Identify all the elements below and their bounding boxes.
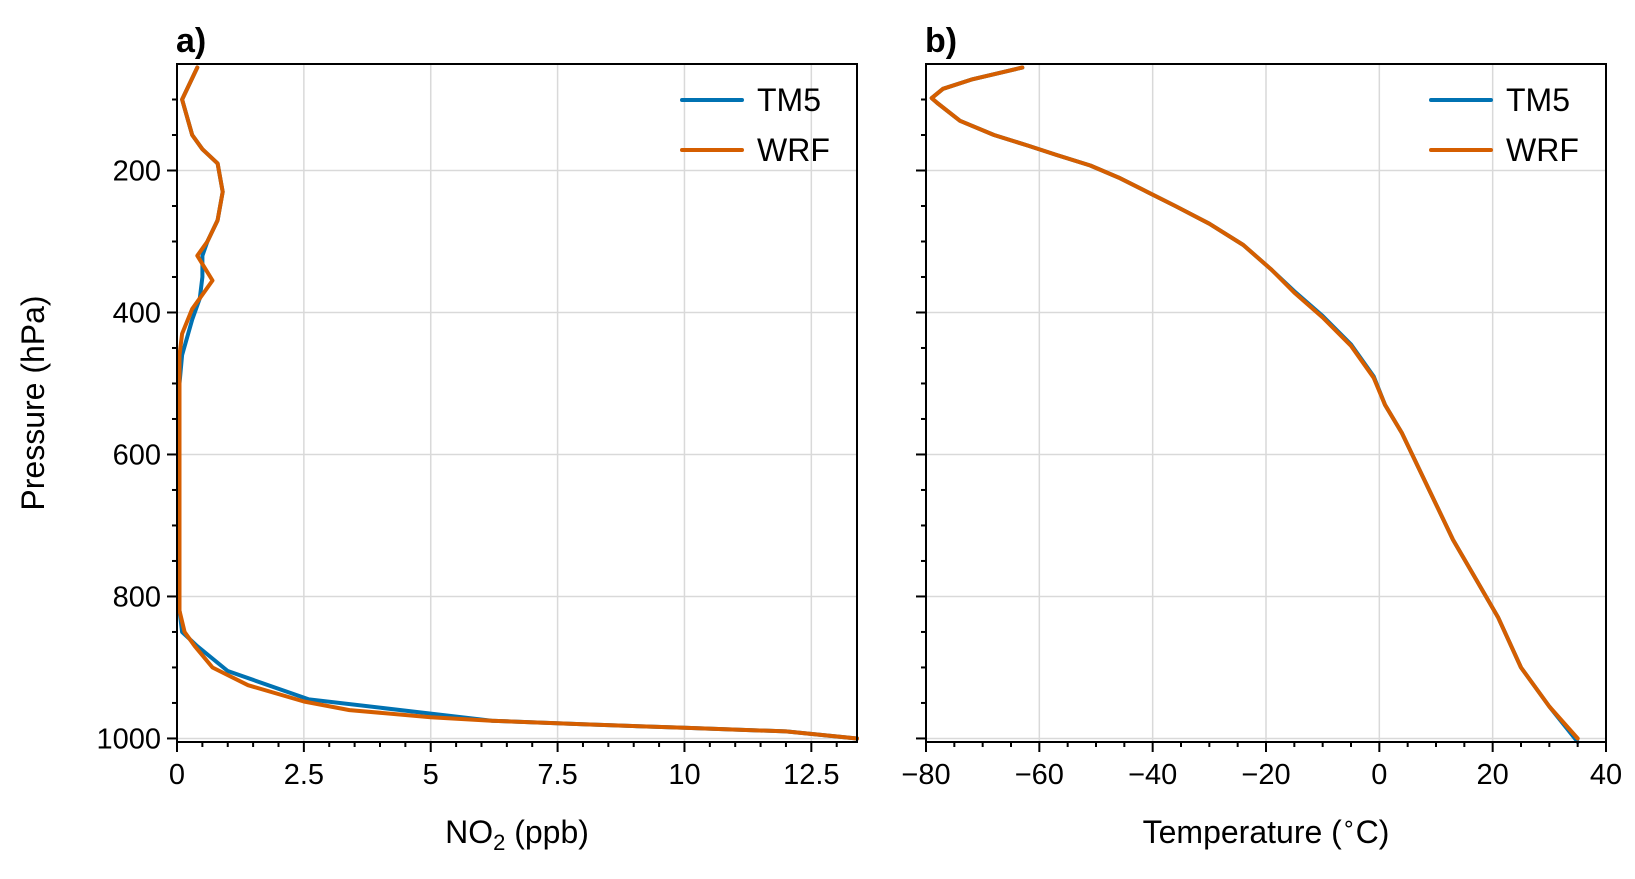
y-tick-label: 200 [113, 155, 161, 187]
panel-a-frame [176, 63, 858, 743]
x-tick-label: 10 [668, 759, 700, 791]
series-line-wrf [929, 65, 1580, 741]
series-line-tm5 [177, 65, 859, 741]
panel-b-tick-labels: −80 −60 −40 −20 0 20 40 [901, 759, 1622, 791]
legend-label-wrf: WRF [757, 132, 830, 168]
panel-b-series [929, 65, 1580, 744]
x-tick-label: −20 [1241, 759, 1290, 791]
x-tick-label: −40 [1128, 759, 1177, 791]
panel-a-ticks [167, 98, 838, 752]
x-tick-label: 0 [1371, 759, 1387, 791]
panel-a-tick-labels: 0 2.5 5 7.5 10 12.5 200 400 600 800 1000 [96, 155, 839, 791]
x-tick-label: 12.5 [783, 759, 839, 791]
y-tick-label: 400 [113, 297, 161, 329]
x-tick-label: 2.5 [284, 759, 324, 791]
panel-b-ticks [916, 98, 1607, 752]
panel-b-legend: TM5 WRF [1429, 82, 1579, 168]
y-tick-label: 800 [113, 581, 161, 613]
panel-b: b) −80 −60 −40 −20 0 20 40 Temperature (∘C) TM… [901, 22, 1622, 850]
panel-b-x-axis-label: Temperature (∘C) [1143, 811, 1390, 850]
x-tick-label: −60 [1015, 759, 1064, 791]
panel-a-grid [177, 64, 857, 742]
panel-a-x-axis-label: NO2 (ppb) [445, 814, 589, 855]
x-tick-label: 5 [423, 759, 439, 791]
y-tick-label: 600 [113, 439, 161, 471]
x-tick-label: 0 [169, 759, 185, 791]
y-tick-label: 1000 [96, 723, 161, 755]
x-tick-label: −80 [901, 759, 950, 791]
series-line-wrf [177, 65, 859, 741]
x-tick-label: 20 [1477, 759, 1509, 791]
panel-b-grid [926, 64, 1606, 742]
legend-label-tm5: TM5 [757, 82, 821, 118]
panel-a: a) 0 2.5 5 7.5 10 12.5 200 400 600 800 1000 NO2 (p… [15, 22, 859, 855]
panel-a-y-axis-label: Pressure (hPa) [15, 295, 51, 510]
series-line-tm5 [929, 65, 1580, 744]
legend-label-wrf: WRF [1506, 132, 1579, 168]
panel-b-label: b) [925, 22, 957, 60]
legend-label-tm5: TM5 [1506, 82, 1570, 118]
panel-a-series [177, 65, 859, 741]
panel-a-label: a) [176, 22, 206, 60]
x-tick-label: 40 [1590, 759, 1622, 791]
x-tick-label: 7.5 [537, 759, 577, 791]
panel-a-legend: TM5 WRF [680, 82, 830, 168]
